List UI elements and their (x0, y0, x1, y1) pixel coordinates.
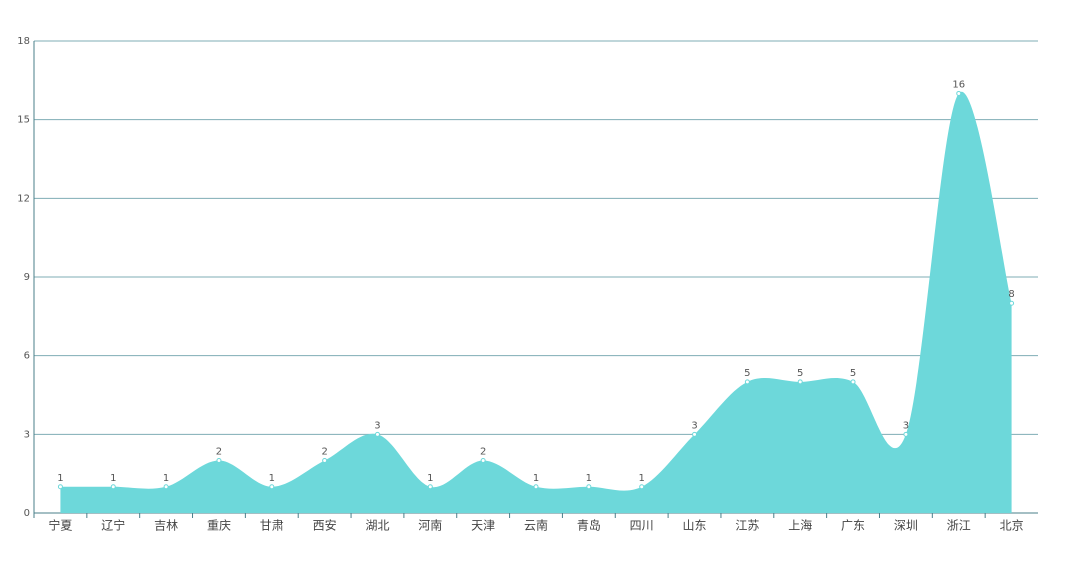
value-label: 1 (638, 473, 644, 484)
x-tick-label: 江苏 (735, 519, 759, 533)
value-label: 5 (850, 368, 856, 379)
x-tick-label: 河南 (418, 518, 442, 533)
value-label: 3 (374, 420, 380, 431)
value-label: 1 (533, 473, 539, 484)
point (956, 90, 962, 96)
x-tick-label: 青岛 (577, 518, 601, 533)
point (1009, 300, 1015, 306)
value-label: 2 (216, 447, 222, 458)
value-label: 2 (321, 447, 327, 458)
point (586, 484, 592, 490)
y-tick-label: 9 (24, 272, 30, 283)
value-label: 8 (1008, 289, 1014, 300)
point (744, 379, 750, 385)
x-tick-label: 天津 (471, 519, 495, 533)
x-tick-label: 重庆 (207, 519, 231, 533)
x-tick-label: 上海 (788, 518, 812, 533)
value-label: 1 (269, 473, 275, 484)
y-tick-label: 3 (24, 429, 30, 440)
x-tick-label: 北京 (1000, 519, 1024, 533)
point (480, 458, 486, 464)
value-label: 1 (586, 473, 592, 484)
x-tick-label: 辽宁 (101, 518, 125, 533)
point (57, 484, 63, 490)
value-label: 3 (691, 420, 697, 431)
x-tick-label: 深圳 (894, 519, 918, 533)
value-label: 2 (480, 447, 486, 458)
value-label: 1 (57, 473, 63, 484)
x-tick-label: 湖北 (365, 518, 389, 533)
y-tick-label: 0 (24, 508, 30, 519)
point (692, 431, 698, 437)
value-label: 16 (952, 79, 965, 90)
point (163, 484, 169, 490)
x-tick-label: 云南 (524, 518, 548, 533)
point (533, 484, 539, 490)
point (639, 484, 645, 490)
y-tick-label: 18 (17, 36, 30, 47)
value-label: 1 (110, 473, 116, 484)
value-label: 5 (744, 368, 750, 379)
point (216, 458, 222, 464)
y-tick-label: 15 (17, 115, 30, 126)
x-tick-label: 宁夏 (48, 518, 72, 533)
value-label: 1 (163, 473, 169, 484)
point (850, 379, 856, 385)
x-tick-label: 四川 (630, 519, 654, 533)
point (374, 431, 380, 437)
x-tick-label: 吉林 (154, 519, 178, 533)
point (797, 379, 803, 385)
point (269, 484, 275, 490)
point (322, 458, 328, 464)
value-label: 1 (427, 473, 433, 484)
x-tick-label: 浙江 (947, 519, 971, 533)
value-label: 3 (903, 420, 909, 431)
x-tick-label: 甘肃 (260, 519, 284, 533)
value-label: 5 (797, 368, 803, 379)
area (60, 91, 1012, 513)
point (427, 484, 433, 490)
point (903, 431, 909, 437)
point (110, 484, 116, 490)
x-tick-label: 广东 (841, 519, 865, 533)
x-tick-label: 山东 (683, 519, 707, 533)
y-tick-label: 6 (24, 351, 30, 362)
y-tick-label: 12 (17, 193, 30, 204)
x-tick-label: 西安 (313, 518, 337, 533)
